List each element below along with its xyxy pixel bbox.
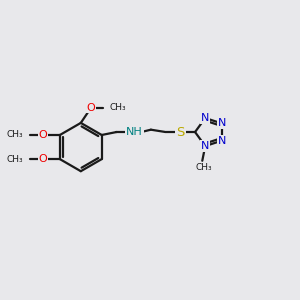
Text: N: N xyxy=(218,136,226,146)
Text: N: N xyxy=(218,118,226,128)
Text: O: O xyxy=(38,154,47,164)
Text: CH₃: CH₃ xyxy=(110,103,127,112)
Text: NH: NH xyxy=(126,127,143,137)
Text: N: N xyxy=(201,113,209,123)
Text: O: O xyxy=(87,103,95,112)
Text: CH₃: CH₃ xyxy=(7,154,23,164)
Text: N: N xyxy=(201,141,209,151)
Text: O: O xyxy=(38,130,47,140)
Text: S: S xyxy=(176,125,184,139)
Text: CH₃: CH₃ xyxy=(7,130,23,140)
Text: CH₃: CH₃ xyxy=(195,163,212,172)
